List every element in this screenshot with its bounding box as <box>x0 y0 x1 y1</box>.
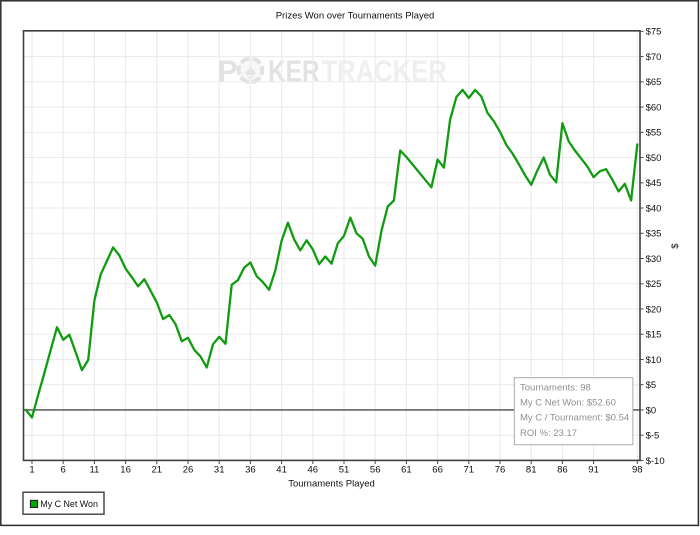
svg-text:21: 21 <box>152 465 163 476</box>
svg-text:KER: KER <box>268 55 320 89</box>
svg-text:$5: $5 <box>646 380 657 391</box>
svg-text:$65: $65 <box>646 77 662 88</box>
svg-text:81: 81 <box>526 465 537 476</box>
svg-text:31: 31 <box>214 465 225 476</box>
svg-text:36: 36 <box>245 465 256 476</box>
svg-text:$-10: $-10 <box>646 456 665 467</box>
svg-text:66: 66 <box>432 465 443 476</box>
svg-text:91: 91 <box>588 465 599 476</box>
svg-text:Prizes Won over Tournaments Pl: Prizes Won over Tournaments Played <box>276 11 435 22</box>
svg-text:16: 16 <box>120 465 131 476</box>
svg-text:6: 6 <box>61 465 66 476</box>
svg-text:$-5: $-5 <box>646 431 660 442</box>
svg-text:$55: $55 <box>646 128 662 139</box>
svg-text:$40: $40 <box>646 203 662 214</box>
svg-text:$25: $25 <box>646 279 662 290</box>
svg-text:$70: $70 <box>646 52 662 63</box>
svg-text:Tournaments: 98: Tournaments: 98 <box>520 383 591 394</box>
svg-text:$45: $45 <box>646 178 662 189</box>
svg-text:51: 51 <box>339 465 350 476</box>
svg-text:56: 56 <box>370 465 381 476</box>
svg-text:98: 98 <box>632 465 643 476</box>
svg-text:P: P <box>218 55 238 89</box>
svg-text:Tournaments Played: Tournaments Played <box>288 479 375 490</box>
svg-text:My C Net Won: $52.60: My C Net Won: $52.60 <box>520 398 616 409</box>
svg-text:ROI %: 23.17: ROI %: 23.17 <box>520 428 577 439</box>
svg-text:46: 46 <box>308 465 319 476</box>
svg-text:$0: $0 <box>646 405 657 416</box>
svg-text:TRACKER: TRACKER <box>322 55 447 89</box>
svg-text:61: 61 <box>401 465 412 476</box>
svg-text:$60: $60 <box>646 103 662 114</box>
svg-text:$10: $10 <box>646 355 662 366</box>
svg-text:$50: $50 <box>646 153 662 164</box>
svg-text:26: 26 <box>183 465 194 476</box>
svg-text:$30: $30 <box>646 254 662 265</box>
svg-text:$75: $75 <box>646 27 662 38</box>
svg-text:$35: $35 <box>646 229 662 240</box>
svg-text:76: 76 <box>495 465 506 476</box>
svg-text:My C Net Won: My C Net Won <box>40 499 98 510</box>
svg-text:1: 1 <box>29 465 34 476</box>
svg-text:$20: $20 <box>646 304 662 315</box>
svg-text:11: 11 <box>89 465 99 476</box>
svg-text:$15: $15 <box>646 330 662 341</box>
svg-text:71: 71 <box>464 465 475 476</box>
svg-text:$: $ <box>670 243 681 249</box>
svg-text:My C / Tournament: $0.54: My C / Tournament: $0.54 <box>520 413 629 424</box>
svg-text:41: 41 <box>276 465 287 476</box>
svg-text:86: 86 <box>557 465 568 476</box>
